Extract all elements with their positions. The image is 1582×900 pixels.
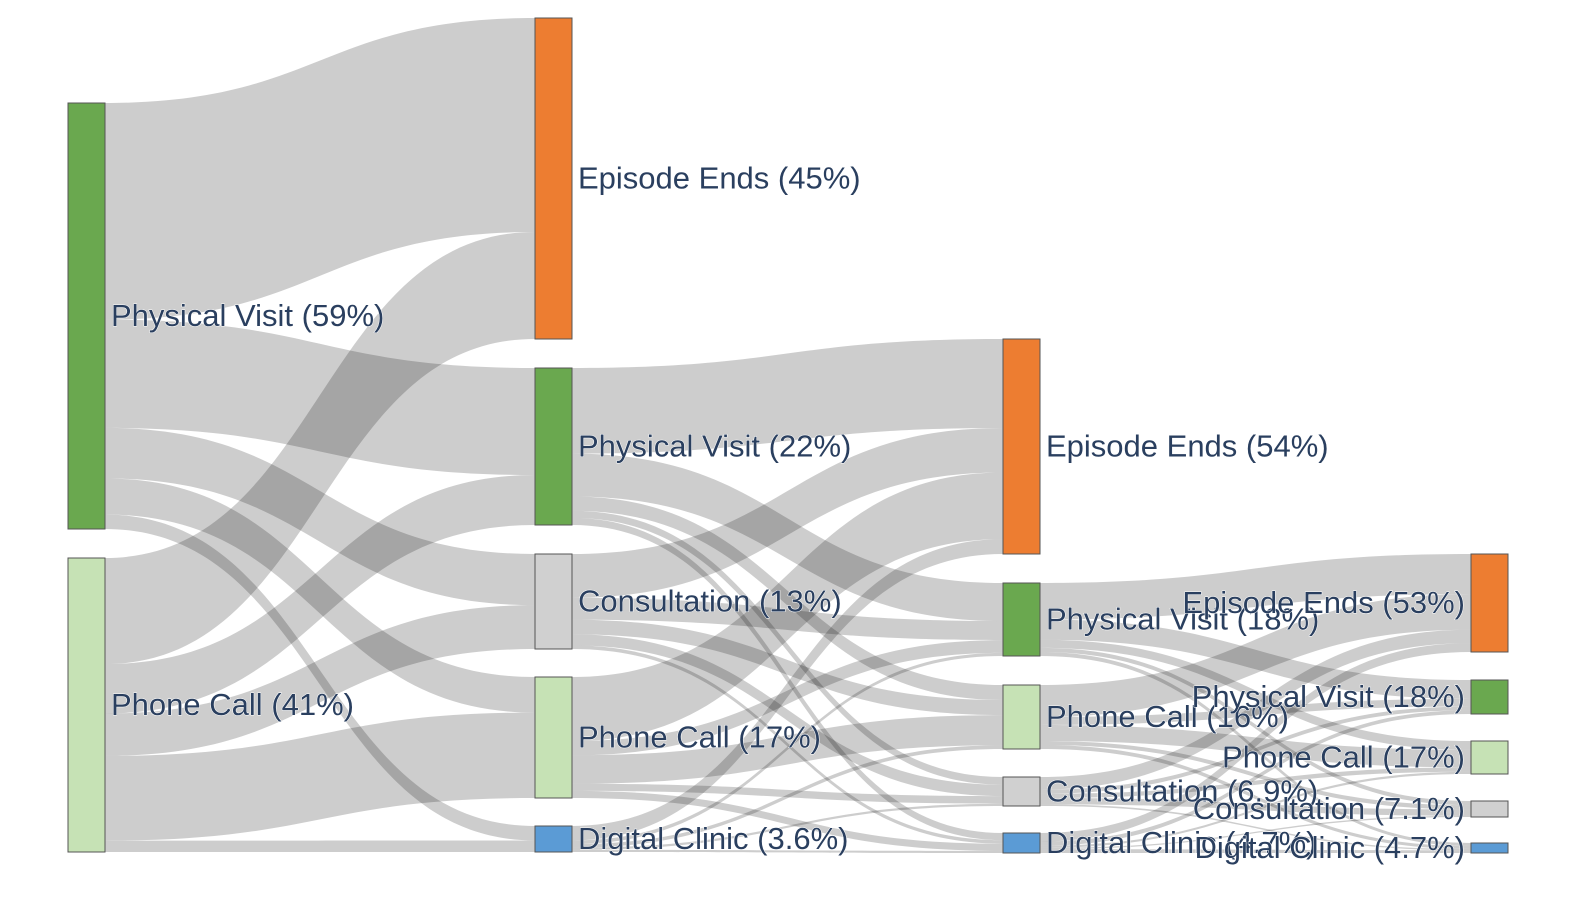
link-s1_pc-to-s2_pv[interactable] (572, 640, 1003, 756)
node-s1_dc[interactable] (534, 825, 573, 853)
node-label-s2_ee: Episode Ends (54%) (1046, 429, 1329, 464)
node-label-s2_pv: Physical Visit (18%) (1046, 602, 1319, 637)
link-s0_pc-to-s1_co[interactable] (105, 605, 535, 756)
node-s2_ee[interactable] (1002, 338, 1041, 555)
node-label-s0_pv: Physical Visit (59%) (111, 298, 384, 333)
link-s2_dc-to-s3_dc[interactable] (1040, 849, 1471, 853)
link-s0_pv-to-s1_ee[interactable] (105, 18, 535, 320)
node-s3_dc[interactable] (1470, 842, 1509, 854)
link-s1_pc-to-s2_ee[interactable] (572, 472, 1003, 742)
node-label-s1_co: Consultation (13%) (578, 584, 842, 619)
link-s1_pc-to-s2_co[interactable] (572, 783, 1003, 804)
node-label-s1_dc: Digital Clinic (3.6%) (578, 821, 848, 856)
node-label-s2_pc: Phone Call (16%) (1046, 699, 1289, 734)
link-s0_pc-to-s1_dc[interactable] (105, 840, 535, 852)
node-label-s3_pc: Phone Call (17%) (1222, 740, 1465, 775)
labels-layer: Physical Visit (59%) Phone Call (41%) Epis… (111, 160, 1466, 866)
link-s2_pc-to-s3_ee[interactable] (1040, 594, 1471, 717)
node-s2_pc[interactable] (1002, 684, 1041, 750)
link-s0_pv-to-s1_co[interactable] (105, 427, 535, 606)
node-s2_co[interactable] (1002, 776, 1041, 807)
node-label-s3_ee: Episode Ends (53%) (1182, 585, 1465, 620)
link-s1_dc-to-s2_ee[interactable] (572, 539, 1003, 841)
link-s2_co-to-s3_pc[interactable] (1040, 767, 1471, 799)
link-s1_pv-to-s2_dc[interactable] (572, 517, 1003, 841)
node-s3_pc[interactable] (1470, 740, 1509, 775)
link-s1_dc-to-s2_co[interactable] (572, 803, 1003, 850)
links-layer (105, 18, 1471, 853)
link-s1_co-to-s2_pc[interactable] (572, 619, 1003, 716)
node-s0_pc[interactable] (67, 557, 106, 853)
link-s1_co-to-s2_co[interactable] (572, 634, 1003, 797)
node-label-s2_dc: Digital Clinic (4.7%) (1046, 825, 1316, 860)
link-s1_dc-to-s2_dc[interactable] (572, 849, 1003, 853)
node-s3_co[interactable] (1470, 800, 1509, 818)
node-label-s3_co: Consultation (7.1%) (1193, 791, 1465, 826)
node-s2_pv[interactable] (1002, 582, 1041, 657)
link-s1_pv-to-s2_ee[interactable] (572, 339, 1003, 454)
node-label-s1_pv: Physical Visit (22%) (578, 429, 851, 464)
nodes-layer (67, 17, 1509, 854)
link-s1_dc-to-s2_pc[interactable] (572, 745, 1003, 848)
node-s1_ee[interactable] (534, 17, 573, 340)
link-s2_dc-to-s3_co[interactable] (1040, 815, 1471, 850)
node-label-s1_ee: Episode Ends (45%) (578, 161, 861, 196)
link-s2_dc-to-s3_pc[interactable] (1040, 771, 1471, 848)
node-s2_dc[interactable] (1002, 832, 1041, 854)
link-s2_co-to-s3_pv[interactable] (1040, 706, 1471, 794)
node-label-s2_co: Consultation (6.9%) (1046, 774, 1318, 809)
link-s2_co-to-s3_dc[interactable] (1040, 804, 1471, 851)
link-s2_pc-to-s3_co[interactable] (1040, 741, 1471, 810)
node-s3_pv[interactable] (1470, 679, 1509, 715)
link-s1_pc-to-s2_dc[interactable] (572, 790, 1003, 851)
node-s3_ee[interactable] (1470, 553, 1509, 653)
link-s2_dc-to-s3_ee[interactable] (1040, 643, 1471, 842)
link-s2_pv-to-s3_ee[interactable] (1040, 554, 1471, 620)
link-s2_dc-to-s3_pv[interactable] (1040, 710, 1471, 846)
node-s1_pc[interactable] (534, 676, 573, 799)
node-label-s3_dc: Digital Clinic (4.7%) (1195, 830, 1465, 865)
node-label-s0_pc: Phone Call (41%) (111, 687, 354, 722)
node-label-s1_pc: Phone Call (17%) (578, 720, 821, 755)
link-s2_pv-to-s3_co[interactable] (1040, 647, 1471, 806)
node-s1_pv[interactable] (534, 367, 573, 526)
link-s0_pc-to-s1_ee[interactable] (105, 232, 535, 665)
link-s2_pv-to-s3_pc[interactable] (1040, 639, 1471, 750)
link-s2_co-to-s3_ee[interactable] (1040, 629, 1471, 790)
link-s0_pc-to-s1_pv[interactable] (105, 475, 535, 714)
link-s1_pv-to-s2_co[interactable] (572, 510, 1003, 785)
link-s1_dc-to-s2_pv[interactable] (572, 652, 1003, 845)
link-s1_co-to-s2_ee[interactable] (572, 427, 1003, 598)
node-s0_pv[interactable] (67, 102, 106, 530)
link-s0_pc-to-s1_pc[interactable] (105, 712, 535, 841)
link-s2_pc-to-s3_dc[interactable] (1040, 745, 1471, 850)
node-s1_co[interactable] (534, 553, 573, 650)
node-label-s3_pv: Physical Visit (18%) (1192, 679, 1465, 714)
link-s2_co-to-s3_co[interactable] (1040, 798, 1471, 816)
